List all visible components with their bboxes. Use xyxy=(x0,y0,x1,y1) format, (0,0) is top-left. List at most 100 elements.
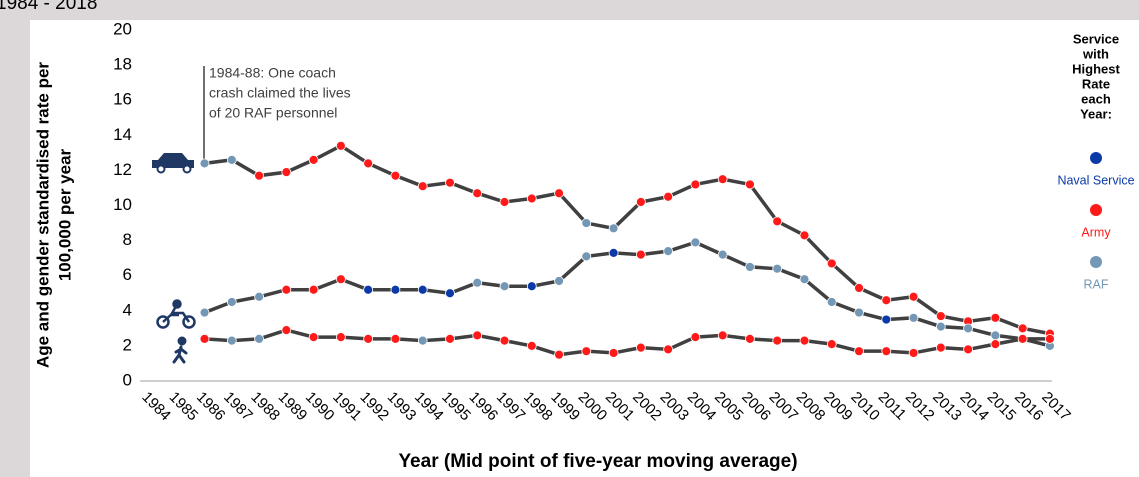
data-point xyxy=(690,332,701,343)
data-point xyxy=(745,333,755,344)
legend-title: Year: xyxy=(1080,106,1112,121)
data-point xyxy=(472,277,483,288)
data-point xyxy=(717,249,728,260)
data-point xyxy=(608,247,619,258)
y-tick-label: 0 xyxy=(123,370,132,389)
y-tick-label: 12 xyxy=(113,160,132,179)
data-point xyxy=(908,348,919,358)
pedestrian-icon xyxy=(172,336,188,364)
legend-label: Naval Service xyxy=(1057,173,1134,187)
data-point xyxy=(199,158,210,169)
y-axis-title: Age and gender standardised rate per xyxy=(33,62,52,368)
data-point xyxy=(445,177,455,188)
legend-marker xyxy=(1090,204,1102,216)
data-point xyxy=(499,335,510,346)
data-point xyxy=(472,330,483,341)
data-point xyxy=(990,312,1001,323)
data-point xyxy=(990,339,1001,350)
data-point xyxy=(226,335,237,346)
legend-label: RAF xyxy=(1084,277,1109,291)
data-point xyxy=(663,344,674,355)
legend-marker xyxy=(1090,152,1102,164)
y-tick-label: 16 xyxy=(113,90,132,109)
data-point xyxy=(908,291,919,302)
data-point xyxy=(308,284,319,295)
data-point xyxy=(390,284,401,295)
data-point xyxy=(935,342,946,353)
data-point xyxy=(826,258,837,269)
data-point xyxy=(963,323,973,334)
annotation-text: crash claimed the lives xyxy=(209,85,351,101)
data-point xyxy=(635,249,646,260)
y-tick-label: 2 xyxy=(123,335,132,354)
y-tick-label: 14 xyxy=(113,125,132,144)
data-point xyxy=(445,288,455,299)
data-point xyxy=(1017,333,1028,344)
data-point xyxy=(254,170,264,181)
data-point xyxy=(254,333,264,344)
data-point xyxy=(772,335,783,346)
data-point xyxy=(1017,323,1028,334)
data-point xyxy=(417,181,428,192)
data-point xyxy=(663,246,674,257)
legend-label: Army xyxy=(1081,225,1111,239)
data-point xyxy=(799,274,810,285)
data-point xyxy=(826,339,837,350)
data-point xyxy=(445,333,455,344)
data-point xyxy=(635,342,646,353)
y-tick-label: 8 xyxy=(123,230,132,249)
data-point xyxy=(281,284,292,295)
data-point xyxy=(390,170,401,181)
data-point xyxy=(608,223,619,234)
annotation-text: 1984-88: One coach xyxy=(209,65,336,81)
legend-marker xyxy=(1090,256,1102,268)
data-point xyxy=(826,297,837,307)
legend-title: with xyxy=(1082,46,1109,61)
car-icon xyxy=(152,153,194,174)
data-point xyxy=(799,230,810,241)
legend-title: Rate xyxy=(1082,76,1110,91)
data-point xyxy=(199,307,210,318)
y-tick-label: 4 xyxy=(123,300,132,319)
y-tick-label: 20 xyxy=(113,19,132,38)
data-point xyxy=(363,284,374,295)
data-point xyxy=(772,263,783,274)
data-point xyxy=(417,284,428,295)
y-tick-label: 18 xyxy=(113,55,132,74)
data-point xyxy=(908,312,919,323)
annotation-text: of 20 RAF personnel xyxy=(209,105,337,121)
data-point xyxy=(854,307,864,318)
data-point xyxy=(690,179,701,190)
data-point xyxy=(717,174,728,185)
data-point xyxy=(281,167,292,178)
data-point xyxy=(608,348,619,358)
data-point xyxy=(854,346,864,357)
data-point xyxy=(226,297,237,307)
data-point xyxy=(363,158,374,169)
data-point xyxy=(963,344,973,355)
data-point xyxy=(554,188,564,199)
data-point xyxy=(581,218,592,228)
data-point xyxy=(745,179,755,190)
data-point xyxy=(772,216,783,227)
data-point xyxy=(335,140,346,151)
data-point xyxy=(499,197,510,207)
data-point xyxy=(799,335,810,346)
data-point xyxy=(417,335,428,346)
data-point xyxy=(308,332,319,343)
data-point xyxy=(935,311,946,321)
data-point xyxy=(935,321,946,332)
motorcycle-icon xyxy=(156,299,196,329)
data-point xyxy=(881,346,892,357)
data-point xyxy=(1045,333,1055,344)
y-tick-label: 10 xyxy=(113,195,132,214)
data-point xyxy=(554,276,564,286)
data-point xyxy=(717,330,728,341)
data-point xyxy=(881,314,892,325)
page-caption: 1984 - 2018 xyxy=(0,0,97,14)
data-point xyxy=(526,340,537,351)
data-point xyxy=(390,333,401,344)
data-point xyxy=(226,154,237,165)
data-point xyxy=(499,281,510,292)
